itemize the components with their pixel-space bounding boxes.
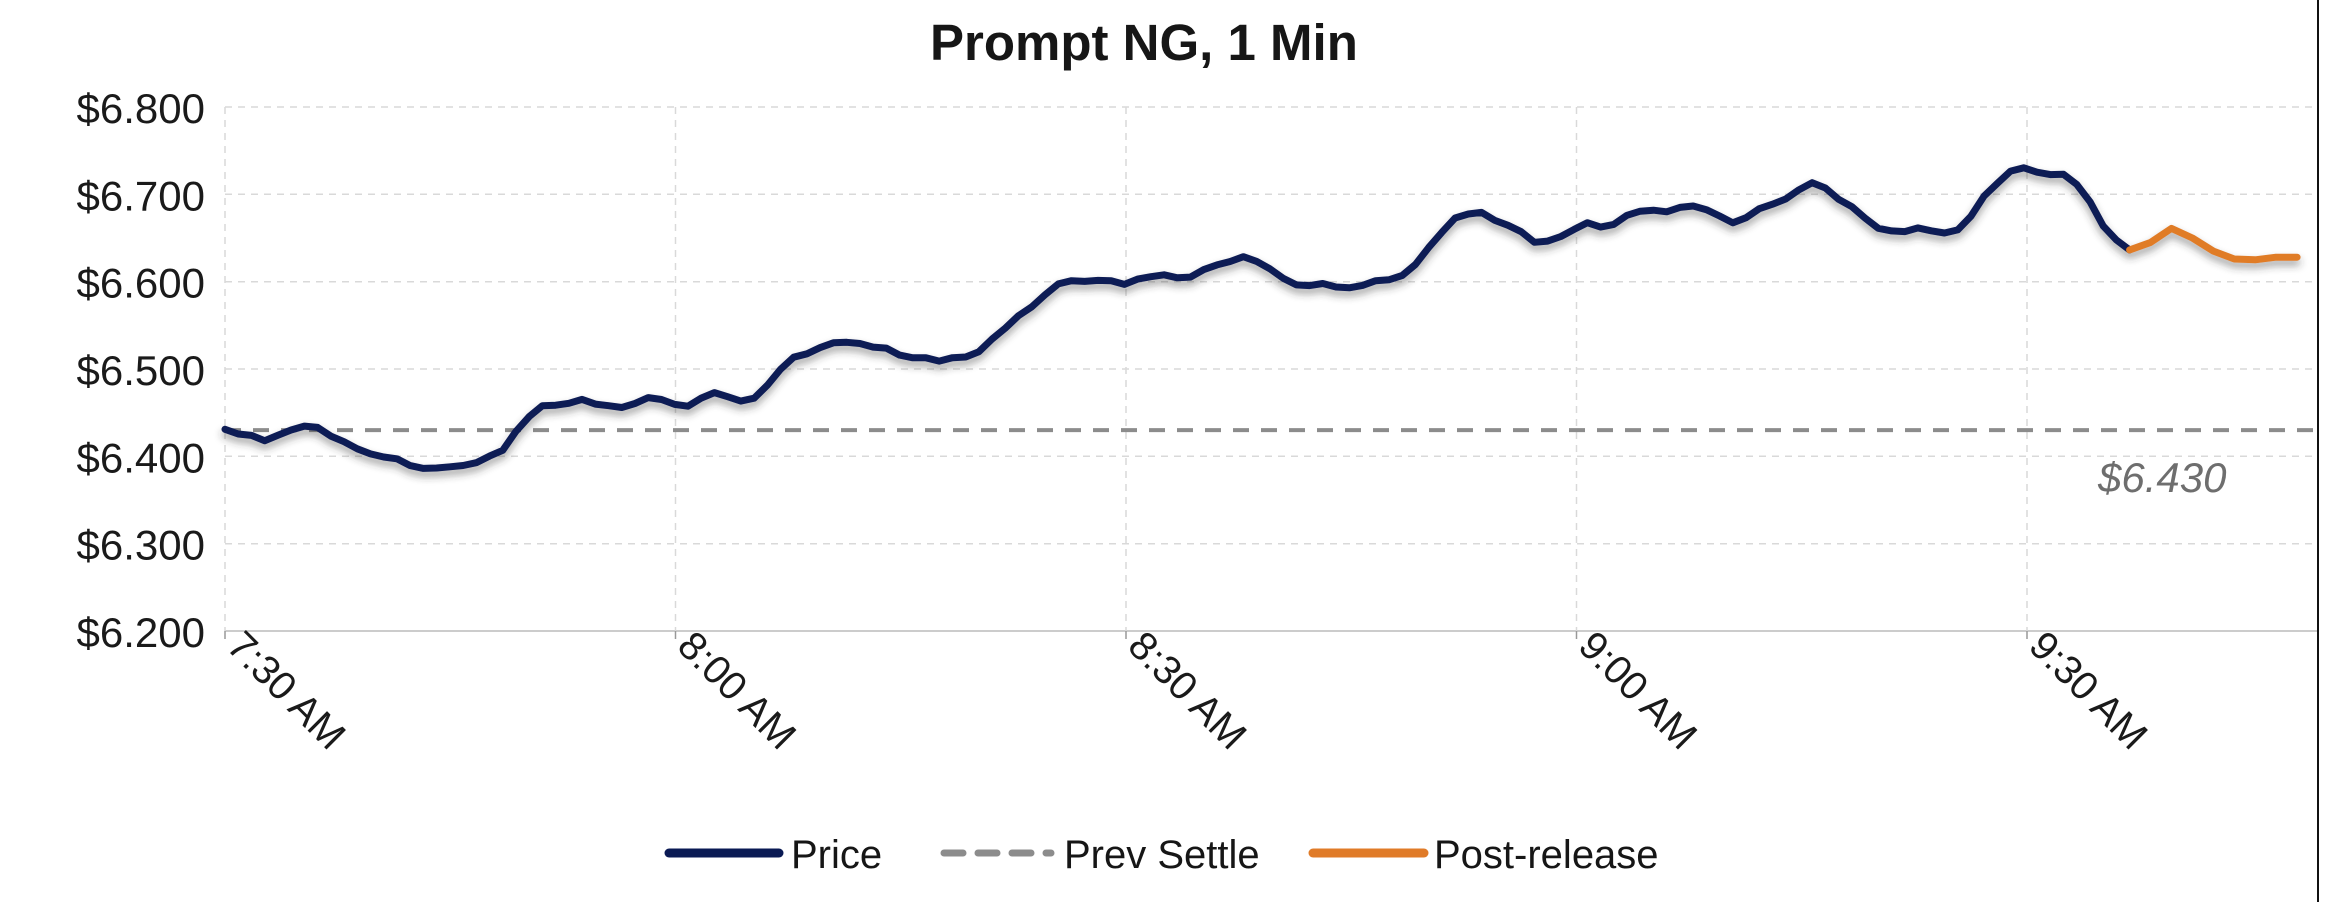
svg-text:Prev Settle: Prev Settle	[1064, 833, 1260, 877]
svg-text:9:00 AM: 9:00 AM	[1570, 623, 1705, 758]
svg-text:Price: Price	[791, 833, 882, 877]
svg-text:$6.400: $6.400	[77, 434, 205, 481]
svg-text:$6.600: $6.600	[77, 260, 205, 307]
svg-text:$6.700: $6.700	[77, 172, 205, 219]
svg-text:$6.300: $6.300	[77, 522, 205, 569]
svg-text:8:30 AM: 8:30 AM	[1120, 623, 1255, 758]
svg-text:Prompt NG, 1 Min: Prompt NG, 1 Min	[930, 14, 1358, 71]
svg-text:$6.430: $6.430	[2097, 454, 2227, 501]
svg-text:9:30 AM: 9:30 AM	[2021, 623, 2156, 758]
svg-text:7:30 AM: 7:30 AM	[219, 623, 354, 758]
svg-text:$6.200: $6.200	[77, 609, 205, 656]
svg-text:$6.500: $6.500	[77, 347, 205, 394]
svg-text:Post-release: Post-release	[1434, 833, 1659, 877]
svg-text:$6.800: $6.800	[77, 85, 205, 132]
svg-text:8:00 AM: 8:00 AM	[669, 623, 804, 758]
